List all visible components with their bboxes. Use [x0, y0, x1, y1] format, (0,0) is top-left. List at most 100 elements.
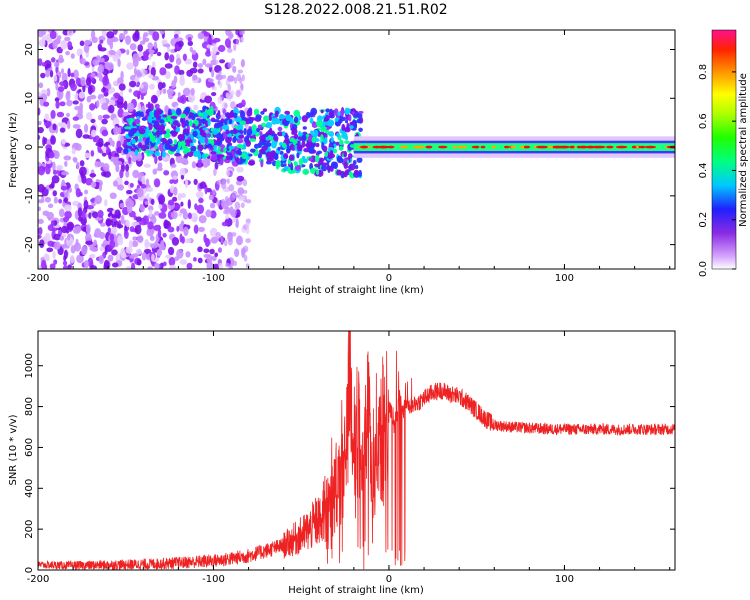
- heatmap-cell: [210, 127, 214, 132]
- heatmap-cell: [134, 30, 140, 39]
- heatmap-cell: [153, 224, 162, 231]
- heatmap-cell: [86, 112, 93, 121]
- heatmap-cell: [175, 53, 181, 60]
- heatmap-cell: [226, 143, 230, 152]
- heatmap-cell: [255, 114, 262, 120]
- heatmap-cell: [177, 92, 181, 98]
- heatmap-cell: [143, 248, 152, 255]
- heatmap-cell: [38, 126, 44, 134]
- heatmap-cell: [214, 252, 219, 258]
- heatmap-cell: [242, 189, 248, 194]
- heatmap-cell: [324, 150, 329, 158]
- heatmap-cell: [170, 115, 178, 120]
- heatmap-cell: [235, 38, 240, 46]
- heatmap-cell: [344, 126, 351, 133]
- heatmap-cell: [207, 156, 211, 167]
- heatmap-cell: [296, 143, 301, 152]
- heatmap-cell: [147, 205, 154, 212]
- colorbar-ticks: 0.0 0.2 0.4 0.6 0.8: [698, 64, 736, 277]
- heatmap-cell: [38, 121, 42, 126]
- heatmap-cell: [348, 114, 352, 122]
- heatmap-cell: [101, 129, 109, 137]
- heatmap-cell: [178, 69, 185, 76]
- heatmap-cell: [270, 140, 277, 149]
- heatmap-cell: [160, 239, 165, 247]
- heatmap-cell: [52, 161, 56, 172]
- heatmap-cell: [301, 140, 306, 148]
- heatmap-cell: [50, 57, 56, 63]
- heatmap-cell: [117, 235, 124, 246]
- heatmap-cell: [225, 262, 230, 268]
- heatmap-cell: [72, 116, 79, 121]
- heatmap-cell: [210, 51, 217, 56]
- heatmap-cell: [193, 150, 199, 158]
- heatmap-cell: [215, 231, 222, 240]
- heatmap-cell: [302, 158, 308, 164]
- heatmap-cell: [116, 184, 122, 190]
- heatmap-cell: [91, 211, 99, 219]
- heatmap-cell: [38, 135, 41, 140]
- heatmap-cell: [76, 254, 84, 264]
- heatmap-cell: [147, 49, 155, 54]
- heatmap-cell: [66, 120, 71, 130]
- heatmap-cell: [243, 254, 248, 262]
- heatmap-cell: [232, 65, 237, 73]
- heatmap-cell: [120, 214, 125, 225]
- heatmap-cell: [172, 120, 179, 126]
- heatmap-cell: [309, 167, 317, 175]
- heatmap-cell: [150, 66, 156, 77]
- heatmap-cell: [192, 74, 198, 81]
- heatmap-cell: [89, 173, 97, 178]
- heatmap-cell: [112, 180, 119, 187]
- heatmap-cell: [208, 194, 214, 201]
- heatmap-cell: [209, 202, 216, 209]
- heatmap-cell: [228, 265, 234, 269]
- heatmap-cell: [150, 94, 158, 104]
- heatmap-cell: [185, 119, 189, 127]
- heatmap-cell: [356, 157, 363, 163]
- heatmap-cell: [236, 166, 244, 173]
- heatmap-cell: [90, 247, 99, 252]
- heatmap-cell: [227, 75, 235, 82]
- heatmap-cell: [158, 155, 163, 161]
- heatmap-cell: [78, 191, 83, 197]
- heatmap-cell: [159, 67, 167, 76]
- heatmap-cell: [89, 103, 96, 111]
- heatmap-cell: [228, 118, 233, 125]
- heatmap-cell: [129, 183, 134, 188]
- heatmap-cell: [111, 214, 120, 219]
- heatmap-cell: [237, 124, 244, 131]
- heatmap-cell: [197, 158, 202, 168]
- heatmap-cell: [136, 187, 144, 198]
- heatmap-cell: [241, 74, 245, 82]
- heatmap-cell: [225, 207, 231, 215]
- heatmap-cell: [311, 142, 316, 148]
- heatmap-cell: [126, 118, 131, 122]
- heatmap-cell: [204, 153, 210, 157]
- heatmap-cell: [197, 257, 203, 264]
- heatmap-cell: [84, 152, 91, 159]
- heatmap-cell: [75, 238, 79, 248]
- heatmap-cell: [337, 111, 341, 117]
- heatmap-cell: [203, 31, 211, 37]
- heatmap-cell: [185, 251, 191, 258]
- heatmap-cell: [118, 83, 126, 91]
- heatmap-cell: [249, 117, 256, 121]
- heatmap-cell: [262, 108, 268, 113]
- heatmap-cell: [186, 262, 193, 269]
- heatmap-cell: [281, 142, 287, 147]
- heatmap-cell: [214, 106, 218, 112]
- snr-y-tick-label-400: 400: [24, 479, 35, 498]
- heatmap-cell: [182, 148, 188, 155]
- heatmap-cell: [205, 50, 212, 57]
- heatmap-cell: [177, 40, 184, 48]
- heatmap-cell: [338, 146, 344, 151]
- heatmap-cell: [353, 169, 360, 176]
- heatmap-cell: [125, 246, 133, 254]
- heatmap-cell: [83, 259, 89, 269]
- heatmap-cell: [38, 165, 46, 176]
- colorbar-tick-label-4: 0.8: [698, 64, 709, 80]
- heatmap-cell: [348, 171, 353, 177]
- carrier-peak: [399, 145, 409, 149]
